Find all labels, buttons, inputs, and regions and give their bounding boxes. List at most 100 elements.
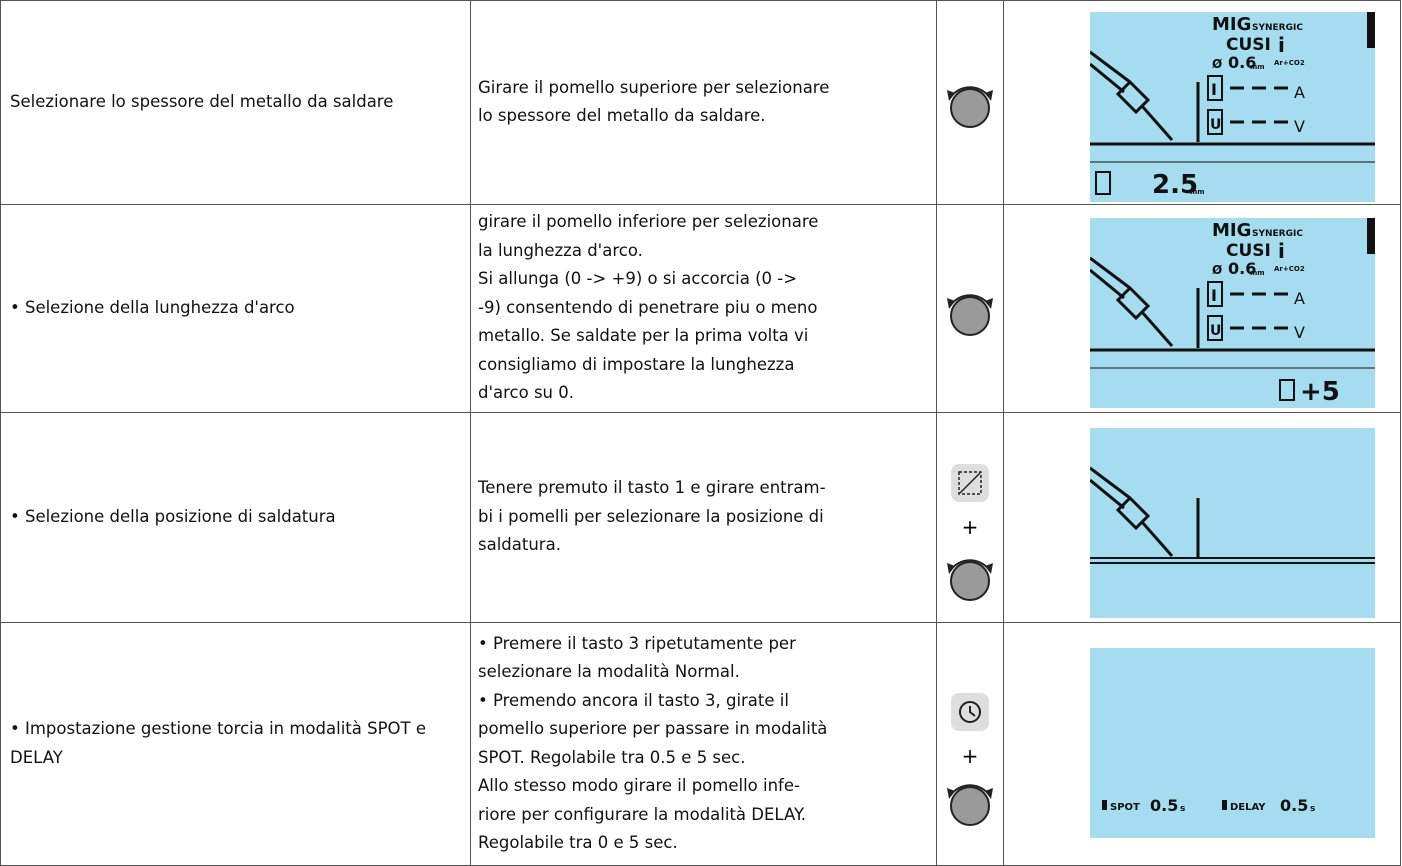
lcd-text: s (1310, 804, 1315, 814)
arrow-head (985, 788, 993, 799)
row-border (0, 622, 1401, 623)
instruction-line: pomello superiore per passare in modalit… (478, 719, 828, 738)
knob (950, 786, 990, 826)
lcd-text: 0.6 (1228, 259, 1256, 278)
lcd-text: U (1210, 323, 1221, 339)
lcd-text: i (1278, 33, 1285, 57)
row-border (0, 0, 1401, 1)
torch (1090, 50, 1174, 141)
knob (950, 88, 990, 128)
instructions-cell: Girare il pomello superiore per selezion… (472, 0, 934, 204)
step-cell: • Impostazione gestione torcia in modali… (10, 719, 426, 767)
column-border (936, 0, 937, 866)
lcd-box (1207, 75, 1223, 101)
lcd-text: 0.5 (1150, 796, 1178, 815)
key-symbol (969, 706, 976, 717)
lcd-display: SPOT 0.5 s DELAY 0.5 s (1090, 648, 1375, 838)
arrow-head (985, 90, 993, 101)
instruction-line: SPOT. Regolabile tra 0.5 e 5 sec. (478, 747, 746, 767)
instruction-line: d'arco su 0. (478, 383, 574, 403)
controls (947, 294, 993, 336)
torch (1090, 256, 1174, 347)
controls: + (947, 693, 993, 826)
lcd-display: MIG SYNERGIC CUSI i Ø 0.6mm Ar+CO2 I U AV +5 (1090, 218, 1375, 408)
torch (1090, 466, 1174, 557)
instruction-line: la lunghezza d'arco. (478, 240, 643, 260)
controls: + (947, 464, 993, 601)
key-symbol (959, 472, 981, 494)
lcd-text: Ar+CO2 (1274, 59, 1305, 67)
lcd-text: CUSI (1226, 241, 1271, 261)
lcd-text: V (1294, 323, 1305, 342)
knob-icon (947, 559, 993, 601)
instruction-line: bi i pomelli per selezionare la posizion… (478, 506, 824, 526)
lcd-text: MIG (1212, 14, 1251, 35)
lcd-bar (1367, 218, 1375, 254)
lcd-marker (1102, 800, 1107, 810)
lcd-text: SYNERGIC (1252, 229, 1303, 239)
lcd-display (1090, 428, 1375, 618)
lcd-box (1207, 109, 1223, 135)
column-border (1003, 0, 1004, 866)
lcd-text: Ar+CO2 (1274, 265, 1305, 273)
lcd-text: DELAY (1230, 802, 1266, 813)
controls (947, 86, 993, 128)
lcd-text: MIG (1212, 220, 1251, 241)
lcd-icon (1279, 379, 1295, 401)
column-border (1400, 0, 1401, 866)
lcd-text: 2.5 (1152, 170, 1198, 200)
row-border (0, 412, 1401, 413)
instruction-line: selezionare la modalità Normal. (478, 662, 740, 681)
lcd-bar (1367, 12, 1375, 48)
plus-sign: + (962, 744, 979, 768)
instruction-line: girare il pomello inferiore per selezion… (478, 212, 819, 232)
arrow-head (947, 90, 955, 101)
knob (950, 561, 990, 601)
instruction-line: metallo. Se saldate per la prima volta v… (478, 326, 809, 346)
lcd-text: s (1180, 804, 1185, 814)
arrow-head (947, 298, 955, 309)
instruction-line: • Premendo ancora il tasto 3, girate il (478, 690, 789, 710)
lcd-text: SPOT (1110, 802, 1140, 813)
lcd-text: U (1210, 117, 1221, 133)
instructions-cell: Tenere premuto il tasto 1 e girare entra… (472, 412, 934, 622)
instruction-line: Tenere premuto il tasto 1 e girare entra… (478, 478, 826, 498)
lcd-text: A (1294, 83, 1305, 102)
lcd-text: 0.5 (1280, 796, 1308, 815)
arrow-head (947, 788, 955, 799)
lcd-marker (1222, 800, 1227, 810)
instruction-line: Allo stesso modo girare il pomello infe- (478, 776, 800, 795)
lcd-background (1090, 428, 1375, 618)
lcd-text: 0.6 (1228, 53, 1256, 72)
lcd-text: Ø (1212, 263, 1222, 277)
instruction-line: Si allunga (0 -> +9) o si accorcia (0 -> (478, 269, 798, 289)
lcd-text: Ø (1212, 57, 1222, 71)
lcd-text: CUSI (1226, 35, 1271, 55)
instruction-line: riore per configurare la modalità DELAY. (478, 804, 806, 824)
column-border (0, 0, 1, 866)
row-border (0, 204, 1401, 205)
instruction-line: Girare il pomello superiore per selezion… (478, 77, 830, 97)
instructions-cell: • Premere il tasto 3 ripetutamente per se… (472, 622, 934, 865)
plus-sign: + (962, 515, 979, 539)
knob-icon (947, 294, 993, 336)
lcd-icon (1095, 171, 1111, 195)
lcd-text: I (1211, 286, 1217, 305)
lcd-text: mm (1250, 269, 1265, 277)
step-cell: • Selezione della posizione di saldatura (10, 506, 336, 526)
lcd-background (1090, 648, 1375, 838)
lcd-text: mm (1250, 63, 1265, 71)
lcd-box (1207, 315, 1223, 341)
instruction-line: lo spessore del metallo da saldare. (478, 106, 766, 125)
step-cell: Selezionare lo spessore del metallo da s… (10, 91, 394, 111)
lcd-background (1090, 12, 1375, 202)
lcd-text: +5 (1300, 377, 1340, 407)
key-symbol (959, 701, 981, 723)
lcd-text: I (1211, 80, 1217, 99)
lcd-text: i (1278, 239, 1285, 263)
instruction-line: • Premere il tasto 3 ripetutamente per (478, 633, 796, 653)
arrow-head (985, 298, 993, 309)
key-symbol (958, 471, 982, 495)
